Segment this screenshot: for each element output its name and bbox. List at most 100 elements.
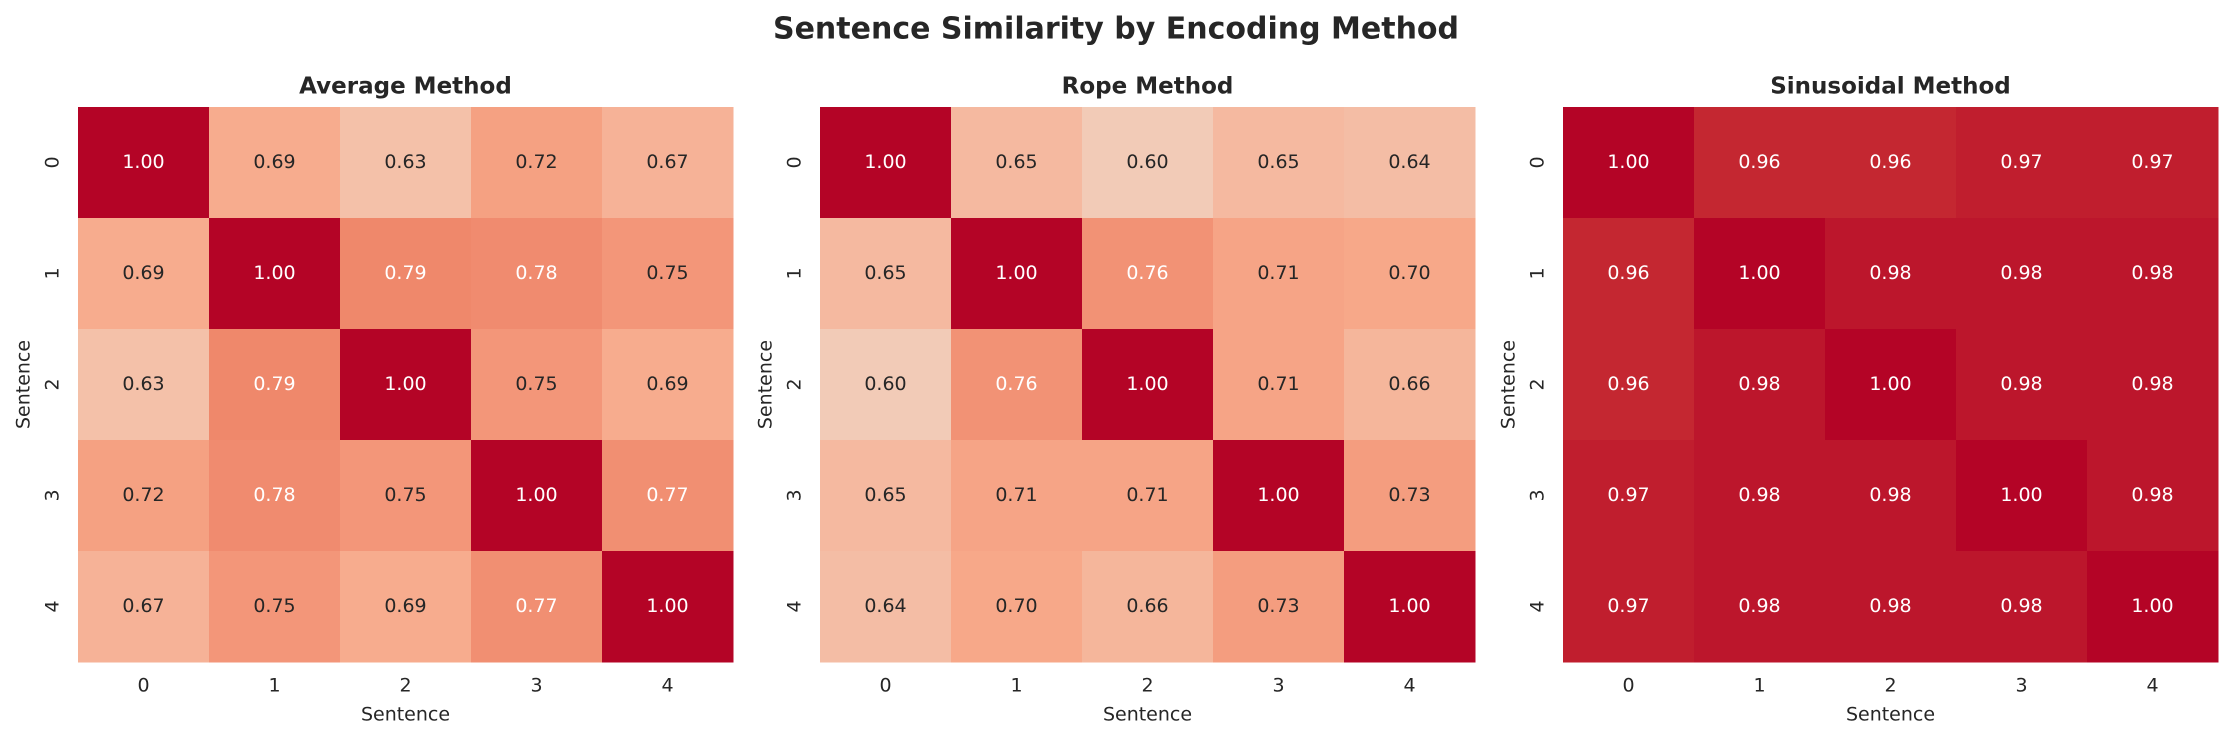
cell-label: 0.60 (1126, 151, 1168, 173)
cell-label: 0.67 (122, 595, 164, 617)
cell-label: 1.00 (1607, 151, 1649, 173)
cell-label: 0.65 (864, 484, 906, 506)
cell-label: 0.97 (2000, 151, 2042, 173)
heatmap-cell (1082, 551, 1214, 663)
heatmap-cell (2087, 551, 2219, 663)
cell-label: 0.67 (646, 151, 688, 173)
cell-label: 0.76 (995, 373, 1037, 395)
x-tick-label: 4 (2146, 675, 2158, 697)
heatmap-cell (1213, 329, 1345, 441)
y-tick-label: 4 (1527, 600, 1549, 612)
cell-label: 0.60 (864, 373, 906, 395)
cell-label: 0.75 (646, 262, 688, 284)
cell-label: 0.75 (384, 484, 426, 506)
cell-label: 0.77 (515, 595, 557, 617)
cell-label: 1.00 (253, 262, 295, 284)
cell-label: 0.76 (1126, 262, 1168, 284)
heatmap-cell (471, 218, 603, 330)
y-tick-label: 3 (784, 489, 806, 501)
heatmap-cell (2087, 107, 2219, 219)
heatmap-cell (1694, 218, 1826, 330)
cell-label: 0.65 (995, 151, 1037, 173)
cell-label: 0.96 (1607, 373, 1649, 395)
heatmap-cell (471, 107, 603, 219)
cell-label: 0.96 (1869, 151, 1911, 173)
heatmap-cell (78, 551, 210, 663)
heatmap-cell (78, 329, 210, 441)
x-tick-label: 1 (1753, 675, 1765, 697)
heatmap-cell (78, 440, 210, 552)
x-tick-label: 3 (1272, 675, 1284, 697)
heatmap-cell (1082, 329, 1214, 441)
heatmap-cell (2087, 440, 2219, 552)
y-tick-label: 1 (784, 267, 806, 279)
heatmap-cell (1213, 107, 1345, 219)
heatmap-cell (78, 107, 210, 219)
cell-label: 0.97 (2131, 151, 2173, 173)
y-axis-label: Sentence (1498, 340, 1520, 429)
cell-label: 0.66 (1126, 595, 1168, 617)
y-tick-label: 0 (1527, 156, 1549, 168)
cell-label: 1.00 (122, 151, 164, 173)
x-axis-label: Sentence (1846, 704, 1935, 726)
heatmap-cell (1825, 551, 1957, 663)
cell-label: 0.98 (1738, 484, 1780, 506)
heatmap-cell (1344, 440, 1476, 552)
cell-label: 0.73 (1388, 484, 1430, 506)
x-tick-label: 4 (1403, 675, 1415, 697)
y-tick-label: 3 (42, 489, 64, 501)
cell-label: 0.65 (864, 262, 906, 284)
cell-label: 1.00 (995, 262, 1037, 284)
cell-label: 0.96 (1607, 262, 1649, 284)
heatmap-cell (471, 329, 603, 441)
heatmap-cell (209, 551, 341, 663)
cell-label: 1.00 (2000, 484, 2042, 506)
cell-label: 1.00 (646, 595, 688, 617)
heatmap-cell (820, 551, 952, 663)
heatmap-cell (2087, 218, 2219, 330)
x-tick-label: 1 (1010, 675, 1022, 697)
heatmap-cell (1082, 218, 1214, 330)
cell-label: 0.69 (384, 595, 426, 617)
cell-label: 0.75 (515, 373, 557, 395)
subplot-title: Sinusoidal Method (1770, 74, 2011, 100)
cell-label: 1.00 (1126, 373, 1168, 395)
x-tick-label: 3 (2015, 675, 2027, 697)
cell-label: 1.00 (1388, 595, 1430, 617)
cell-label: 1.00 (384, 373, 426, 395)
heatmap-cell (1344, 551, 1476, 663)
heatmap-cell (209, 440, 341, 552)
x-tick-label: 0 (1622, 675, 1634, 697)
cell-label: 1.00 (2131, 595, 2173, 617)
heatmap-cell (1694, 440, 1826, 552)
cell-label: 0.64 (864, 595, 906, 617)
cell-label: 0.79 (384, 262, 426, 284)
heatmap-cell (1956, 440, 2088, 552)
cell-label: 0.98 (1869, 595, 1911, 617)
heatmap-cell (1956, 551, 2088, 663)
heatmap-cell (1344, 107, 1476, 219)
x-tick-label: 2 (399, 675, 411, 697)
cell-label: 0.98 (2000, 595, 2042, 617)
cell-label: 0.98 (1869, 262, 1911, 284)
y-axis-label: Sentence (13, 340, 35, 429)
heatmap-cell (951, 440, 1083, 552)
heatmap-cell (820, 329, 952, 441)
heatmap-cell (340, 329, 472, 441)
cell-label: 0.63 (122, 373, 164, 395)
cell-label: 0.79 (253, 373, 295, 395)
subplot-title: Average Method (299, 74, 512, 100)
heatmap-cell (1563, 551, 1695, 663)
heatmap-cell (1956, 218, 2088, 330)
heatmap-cell (951, 218, 1083, 330)
cell-label: 0.65 (1257, 151, 1299, 173)
heatmap-cell (1956, 329, 2088, 441)
y-tick-label: 2 (42, 378, 64, 390)
heatmap-cell (602, 329, 734, 441)
cell-label: 1.00 (1869, 373, 1911, 395)
cell-label: 0.66 (1388, 373, 1430, 395)
cell-label: 1.00 (1738, 262, 1780, 284)
heatmap-cell (602, 218, 734, 330)
cell-label: 1.00 (515, 484, 557, 506)
